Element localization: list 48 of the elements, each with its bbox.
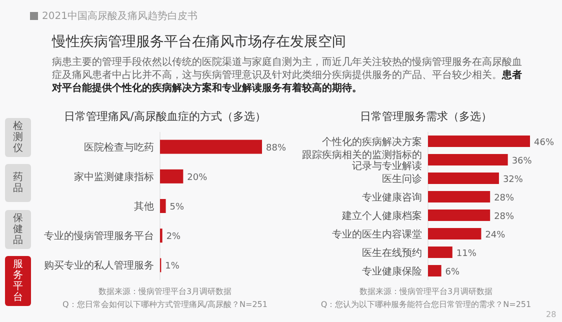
text: Q：您认为以下哪种服务能符合您日常管理的需求？N=251 [320,299,532,310]
data-label: 36% [512,156,532,166]
data-label: 32% [502,174,524,185]
text: Q：您日常会如何以下哪种方式管理痛风/高尿酸？N=251 [62,299,268,310]
y-tick-label: 专业的慢病管理服务平台 [44,230,154,242]
data-label: 1% [165,262,180,272]
bar [428,191,490,202]
y-tick-label: 其他 [134,200,154,212]
data-label: 28% [494,193,515,204]
chart-title: 日常管理痛风/高尿酸血症的方式（多选） [64,110,266,123]
data-label: 2% [166,232,182,242]
text: 慢性疾病管理服务平台在痛风市场存在发展空间 [52,33,346,51]
data-label: 6% [445,267,460,278]
y-tick-label: 个性化的疾病解决方案 [322,136,422,148]
chart-title: 日常管理服务需求（多选） [360,110,492,123]
y-tick-label: 专业的医生内容课堂 [332,228,422,240]
bar [160,169,184,184]
text: 28 [546,310,556,319]
source-note: 数据来源：慢病管理平台3月调研数据 [358,286,494,297]
y-tick-label: 医院检查与吃药 [84,141,154,154]
y-tick-label: 跟踪疾病相关的监测指标的记录与专业解读 [302,148,422,172]
data-label: 11% [456,248,477,259]
y-tick-label: 家中监测健康指标 [74,170,154,183]
data-label: 20% [187,172,208,183]
data-label: 46% [534,138,554,148]
text: 药品 [12,172,24,194]
y-tick-label: 专业健康咨询 [362,191,422,204]
text: 病患主要的管理手段依然以传统的医院渠道与家庭自测为主，而近几年关注较热的慢病管理服务在高尿酸血症及痛风患者中占比并不高，这与疾病管理意识及针对此类细分疾病提供服务的产品、平台较少相关。患者对平台能提供个性化的疾病解决方案和专业解读服务有着较高的期待。 [52,57,522,94]
bar [160,199,166,213]
text: 2021中国高尿酸及痛风趋势白皮书 [42,10,198,23]
y-tick-label: 购买专业的私人管理服务 [44,260,154,272]
bar [160,140,262,154]
bar [428,246,452,258]
bar [428,228,482,240]
data-label: 5% [170,202,185,212]
bar [428,210,490,221]
y-tick-label: 医生在线预约 [362,246,422,259]
source-note: 数据来源：慢病管理平台3月调研数据 [97,286,233,297]
bar [428,136,530,147]
y-tick-label: 专业健康保险 [362,265,422,278]
bar [428,265,442,276]
data-label: 28% [494,212,515,222]
data-label: 88% [266,143,286,154]
bar [428,154,508,166]
data-label: 24% [485,230,506,240]
y-tick-label: 建立个人健康档案 [341,210,422,222]
y-tick-label: 医生问诊 [382,172,422,185]
bar [428,172,499,184]
